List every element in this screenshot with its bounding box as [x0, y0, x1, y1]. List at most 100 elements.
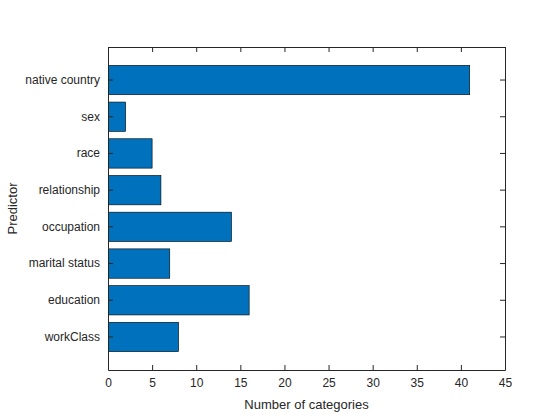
x-tick: 15	[234, 365, 248, 390]
x-axis-top	[109, 47, 506, 52]
y-tick-label: marital status	[29, 256, 100, 270]
y-tick: sex	[81, 110, 113, 124]
y-axis-right	[500, 48, 506, 371]
x-tick-mark-top	[461, 47, 462, 52]
y-tick-label: sex	[81, 110, 100, 124]
y-tick: workClass	[44, 330, 113, 344]
y-tick-mark-right	[500, 190, 505, 191]
x-tick-label: 25	[322, 376, 336, 390]
frame-right	[505, 48, 506, 371]
x-tick-label: 0	[105, 376, 112, 390]
x-tick-mark-top	[284, 47, 285, 52]
x-tick-mark	[284, 365, 285, 370]
y-tick-label: relationship	[39, 183, 101, 197]
y-tick-mark-right	[500, 300, 505, 301]
y-tick-mark-right	[500, 80, 505, 81]
x-tick: 35	[411, 365, 425, 390]
bar	[108, 322, 179, 351]
x-tick: 5	[149, 365, 156, 390]
x-tick-top	[461, 47, 462, 52]
y-tick-mark-right	[500, 153, 505, 154]
y-tick-mark	[108, 153, 113, 154]
x-tick-label: 40	[455, 376, 469, 390]
y-tick: marital status	[29, 256, 113, 270]
y-tick-right	[500, 80, 505, 81]
y-tick-label: race	[77, 146, 101, 160]
chart: 0 5 10 15 20 25 30 35 40 45 workClass education mari…	[0, 0, 560, 420]
bar	[108, 249, 170, 278]
y-tick-mark-right	[500, 263, 505, 264]
x-tick-label: 20	[278, 376, 292, 390]
x-tick-mark-top	[240, 47, 241, 52]
x-tick-label: 35	[411, 376, 425, 390]
x-tick-mark	[196, 365, 197, 370]
x-tick-mark	[373, 365, 374, 370]
frame-top	[109, 47, 506, 48]
y-tick-mark	[108, 190, 113, 191]
y-tick-right	[500, 190, 505, 191]
y-tick-right	[500, 226, 505, 227]
y-tick-label: occupation	[42, 220, 100, 234]
x-tick: 20	[278, 365, 292, 390]
x-tick-mark-top	[329, 47, 330, 52]
y-tick-right	[500, 263, 505, 264]
x-tick-label: 5	[149, 376, 156, 390]
x-tick-top	[240, 47, 241, 52]
x-tick-mark-top	[373, 47, 374, 52]
bar	[108, 139, 152, 168]
y-tick: education	[48, 293, 113, 307]
y-tick-mark	[108, 116, 113, 117]
y-axis: workClass education marital status occupati…	[25, 48, 113, 371]
y-axis-title: Predictor	[5, 182, 20, 235]
bars	[108, 65, 470, 351]
x-tick-label: 30	[366, 376, 380, 390]
x-tick-mark	[329, 365, 330, 370]
y-tick-mark	[108, 80, 113, 81]
y-tick-right	[500, 116, 505, 117]
x-tick-top	[152, 47, 153, 52]
x-tick-top	[284, 47, 285, 52]
y-tick-mark-right	[500, 336, 505, 337]
x-tick-top	[329, 47, 330, 52]
y-tick-mark	[108, 300, 113, 301]
bar	[108, 65, 470, 94]
x-axis-line	[109, 370, 506, 371]
y-tick-mark-right	[500, 226, 505, 227]
x-tick-top	[196, 47, 197, 52]
x-tick-label: 10	[190, 376, 204, 390]
y-tick-right	[500, 300, 505, 301]
y-tick-label: workClass	[44, 330, 100, 344]
bar	[108, 102, 126, 131]
x-axis-title: Number of categories	[244, 397, 369, 412]
y-tick-mark	[108, 263, 113, 264]
y-tick-mark-right	[500, 116, 505, 117]
x-tick: 25	[322, 365, 336, 390]
x-tick-mark	[461, 365, 462, 370]
x-tick: 10	[190, 365, 204, 390]
bar	[108, 175, 161, 204]
x-tick-mark-top	[196, 47, 197, 52]
x-tick-top	[417, 47, 418, 52]
y-tick-mark	[108, 336, 113, 337]
x-tick-mark-top	[152, 47, 153, 52]
x-tick-mark	[152, 365, 153, 370]
y-tick-label: education	[48, 293, 100, 307]
y-tick: native country	[25, 73, 113, 87]
x-tick-top	[373, 47, 374, 52]
bar	[108, 286, 249, 315]
x-axis: 0 5 10 15 20 25 30 35 40 45	[105, 365, 512, 390]
x-tick: 40	[455, 365, 469, 390]
plot: 0 5 10 15 20 25 30 35 40 45 workClass education mari…	[25, 47, 512, 390]
x-tick-mark	[417, 365, 418, 370]
y-tick-right	[500, 336, 505, 337]
x-tick-mark	[240, 365, 241, 370]
x-tick: 30	[366, 365, 380, 390]
y-tick-label: native country	[25, 73, 100, 87]
y-tick: race	[77, 146, 113, 160]
y-axis-line	[108, 48, 109, 371]
x-tick-label: 45	[499, 376, 513, 390]
bar	[108, 212, 232, 241]
x-tick-mark-top	[417, 47, 418, 52]
y-tick: occupation	[42, 220, 113, 234]
y-tick: relationship	[39, 183, 113, 197]
